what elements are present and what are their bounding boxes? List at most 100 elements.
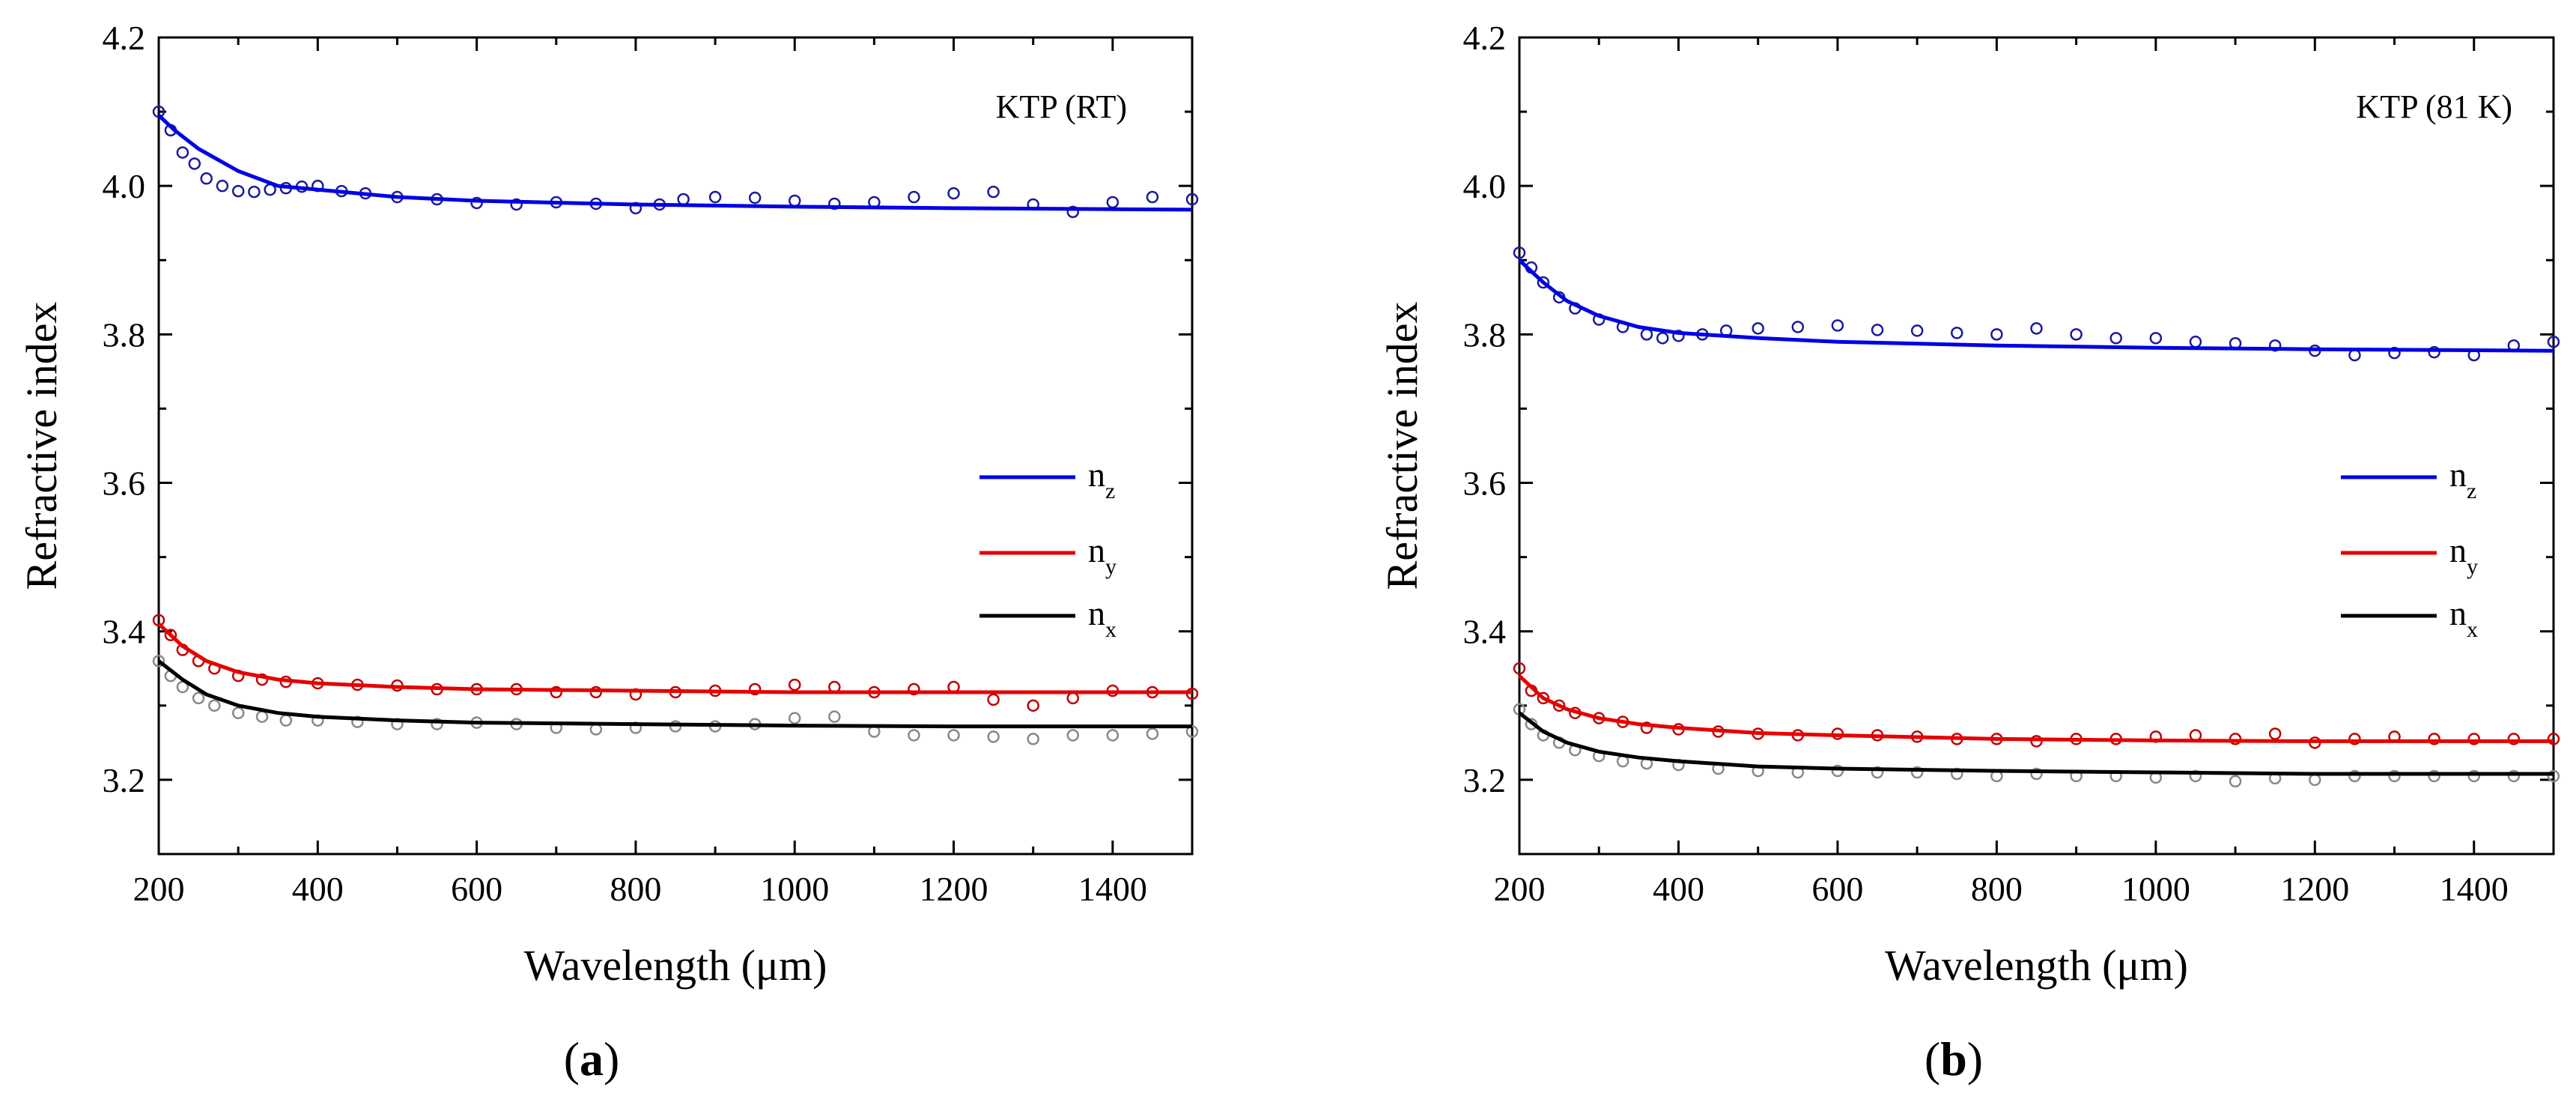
y-tick-label: 4.0 [1463,167,1507,205]
data-point [255,710,269,723]
y-tick-label: 3.2 [1463,761,1507,799]
series-ny [152,614,1199,712]
x-axis-title: Wavelength (μm) [1885,941,2188,990]
data-point [2309,773,2321,787]
data-point [1831,764,1844,778]
legend-entry: nx [2449,594,2478,642]
series-ny [1513,662,2560,749]
panel-letter: b [1940,1032,1967,1086]
data-point [1871,766,1884,779]
data-point [1537,276,1550,289]
data-point [1146,727,1159,740]
data-point [176,146,189,159]
data-point [200,172,213,185]
data-point [2507,733,2521,745]
data-point [1791,321,1805,333]
y-tick-label: 3.2 [103,761,146,799]
legend-subscript: z [1105,479,1115,503]
data-point [748,191,762,205]
data-point [231,706,245,719]
x-tick-label: 200 [133,870,185,908]
data-point [2229,775,2242,788]
data-point [2467,769,2481,783]
y-tick-label: 4.0 [103,167,146,205]
data-point [788,194,801,208]
data-point [431,718,443,730]
legend-symbol: n [1088,531,1105,569]
data-point [1513,246,1526,259]
x-tick-label: 1000 [760,870,829,908]
data-point [1871,324,1884,336]
data-point [1106,729,1120,742]
data-point [1537,691,1550,705]
panel-annotation: KTP (81 K) [2356,88,2512,125]
data-point [987,730,1000,743]
legend-entry: ny [2449,531,2478,579]
data-point [2388,769,2401,783]
y-tick-label: 4.2 [103,19,146,57]
data-point [2030,322,2043,335]
x-tick-label: 600 [451,870,502,908]
y-tick-label: 4.2 [1463,19,1507,57]
data-point [1656,332,1669,345]
legend-symbol: n [2449,455,2467,494]
data-point [2467,733,2481,745]
legend-entry: nz [1088,455,1115,503]
y-axis-title: Refractive index [17,302,66,590]
legend-symbol: n [2449,531,2467,569]
data-point [2030,767,2043,781]
legend-subscript: x [1105,617,1117,642]
data-point [1066,691,1080,705]
series-nx [152,655,1199,745]
x-tick-label: 800 [610,870,661,908]
data-point [2189,769,2202,783]
data-point [2547,336,2560,348]
x-tick-label: 1200 [2280,870,2349,908]
data-point [828,710,841,723]
data-point [987,693,1000,706]
data-point [1640,328,1653,341]
data-point [2348,733,2361,745]
data-point [908,729,920,742]
series-nz [152,105,1199,219]
data-point [748,682,762,696]
data-point [1990,328,2003,341]
legend-entry: nx [1088,594,1117,642]
x-tick-label: 400 [292,870,344,908]
data-point [2547,733,2560,745]
data-point [2348,348,2361,362]
series-nx [1513,703,2560,788]
data-point [192,691,205,705]
data-point [208,699,221,712]
data-point [788,712,801,724]
data-point [1951,327,1963,339]
data-point [231,184,245,198]
legend-subscript: y [2467,554,2478,579]
panel-annotation: KTP (RT) [996,88,1127,125]
legend-subscript: x [2467,617,2478,642]
x-tick-label: 600 [1811,870,1863,908]
data-point [470,196,483,210]
data-point [1146,190,1159,204]
fit-line [157,659,1192,729]
data-point [1066,205,1080,219]
data-point [550,685,563,699]
data-point [947,729,960,742]
data-point [2507,769,2521,783]
data-point [2547,769,2560,783]
data-point [279,714,293,727]
x-tick-label: 1000 [2121,870,2190,908]
x-tick-label: 400 [1653,870,1704,908]
data-point [2268,727,2282,740]
data-point [1910,324,1924,337]
panel-letter: a [580,1032,604,1086]
data-point [1640,721,1653,734]
x-tick-label: 1200 [920,870,988,908]
data-point [1027,699,1039,712]
data-point [164,629,177,641]
fit-line [1518,711,2554,776]
x-axis-title: Wavelength (μm) [524,941,827,990]
